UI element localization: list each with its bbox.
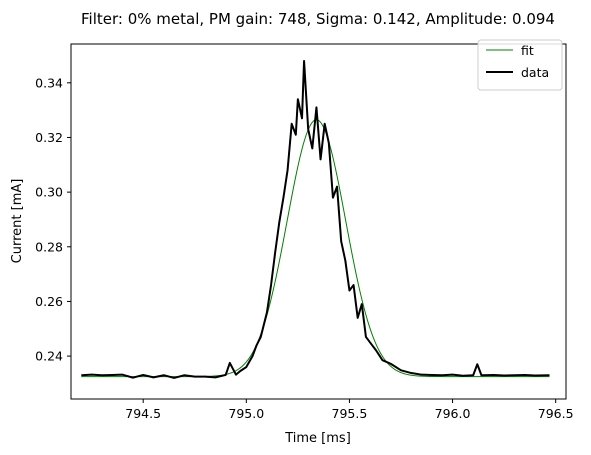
y-tick-label: 0.26 (35, 294, 63, 309)
x-tick-label: 796.0 (435, 406, 471, 421)
x-tick-label: 795.5 (332, 406, 368, 421)
x-tick-label: 796.5 (538, 406, 574, 421)
y-axis: 0.24 0.26 0.28 0.30 0.32 0.34 (35, 75, 71, 364)
x-axis: 794.5 795.0 795.5 796.0 796.5 (125, 399, 574, 421)
chart-title: Filter: 0% metal, PM gain: 748, Sigma: 0… (81, 10, 555, 28)
data-line (81, 59, 550, 379)
y-tick-label: 0.24 (35, 349, 63, 364)
legend: fit data (477, 39, 563, 91)
legend-box (477, 39, 563, 91)
fit-line (81, 119, 550, 378)
data-layer (81, 59, 550, 379)
y-tick-label: 0.34 (35, 75, 63, 90)
plot-frame (70, 43, 567, 400)
legend-fit-label: fit (521, 43, 534, 58)
y-tick-label: 0.32 (35, 130, 63, 145)
x-axis-label: Time [ms] (284, 431, 351, 446)
y-tick-label: 0.28 (35, 239, 63, 254)
x-tick-label: 795.0 (228, 406, 264, 421)
y-axis-label: Current [mA] (10, 179, 25, 264)
legend-data-label: data (521, 65, 549, 80)
fit-layer (81, 119, 550, 378)
y-tick-label: 0.30 (35, 185, 63, 200)
x-tick-label: 794.5 (125, 406, 161, 421)
